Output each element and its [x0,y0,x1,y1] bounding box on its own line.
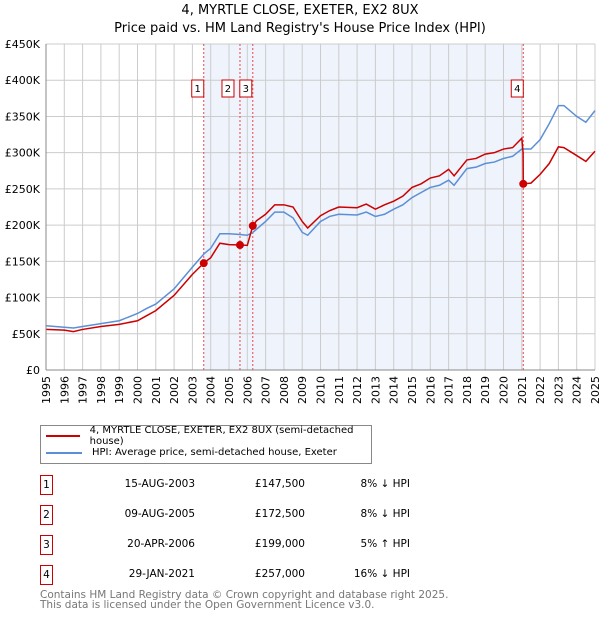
footer-line-1: Contains HM Land Registry data © Crown c… [40,589,449,601]
sale-number: 4 [40,565,53,585]
y-tick-label: £250K [5,183,41,196]
x-tick-label: 2022 [534,376,547,404]
sale-row: 3 20-APR-2006 £199,000 5% ↑ HPI [40,535,440,555]
sale-date: 09-AUG-2005 [124,508,195,520]
x-tick-label: 2012 [351,376,364,404]
sale-point [519,179,528,188]
x-tick-label: 2009 [296,376,309,404]
x-tick-label: 2021 [516,376,529,404]
sale-hpi-diff: 8% ↓ HPI [360,478,410,490]
x-tick-label: 2001 [150,376,163,404]
sale-label: 1 [195,84,201,95]
x-tick-label: 2006 [241,376,254,404]
x-tick-label: 2005 [223,376,236,404]
x-tick-label: 2020 [498,376,511,404]
y-tick-label: £200K [5,219,41,232]
sale-number: 3 [40,535,53,555]
sale-point [235,241,244,250]
footer-line-2: This data is licensed under the Open Gov… [40,599,375,611]
sale-date: 15-AUG-2003 [124,478,195,490]
sale-point [248,221,257,230]
subtitle: Price paid vs. HM Land Registry's House … [114,21,486,36]
sale-price: £147,500 [254,478,305,490]
sale-number: 1 [40,475,53,495]
x-tick-label: 2024 [571,376,584,404]
x-tick-label: 1995 [40,376,53,404]
y-tick-label: £350K [5,110,41,123]
x-tick-label: 2017 [443,376,456,404]
legend: 4, MYRTLE CLOSE, EXETER, EX2 8UX (semi-d… [40,425,372,464]
sale-date: 29-JAN-2021 [128,568,195,580]
x-tick-label: 2015 [406,376,419,404]
x-tick-label: 2008 [278,376,291,404]
sale-label: 4 [514,84,520,95]
x-tick-label: 2007 [260,376,273,404]
sale-hpi-diff: 5% ↑ HPI [360,538,410,550]
hpi-line [45,104,596,329]
sale-label-box [510,79,524,98]
x-tick-label: 1997 [77,376,90,404]
y-tick-label: £450K [5,38,41,51]
sale-price: £199,000 [254,538,305,550]
legend-swatch-hpi [46,451,82,454]
x-tick-label: 2011 [333,376,346,404]
sale-number: 2 [40,505,53,525]
legend-label-property: 4, MYRTLE CLOSE, EXETER, EX2 8UX (semi-d… [89,424,354,447]
chart-title: 4, MYRTLE CLOSE, EXETER, EX2 8UX Price p… [0,2,600,38]
x-tick-label: 2002 [168,376,181,404]
x-tick-label: 2013 [369,376,382,404]
sale-label: 3 [243,84,249,95]
x-tick-label: 2010 [315,376,328,404]
y-tick-label: £100K [5,292,41,305]
x-tick-label: 2014 [388,376,401,404]
sale-label-box [239,79,253,98]
x-tick-label: 1999 [113,376,126,404]
y-tick-label: £300K [5,147,41,160]
x-tick-label: 2025 [589,376,600,404]
sale-row: 4 29-JAN-2021 £257,000 16% ↓ HPI [40,565,440,585]
x-tick-label: 2019 [479,376,492,404]
sale-hpi-diff: 16% ↓ HPI [353,568,410,580]
x-tick-label: 2023 [552,376,565,404]
sale-point [199,259,208,268]
sale-row: 1 15-AUG-2003 £147,500 8% ↓ HPI [40,475,440,495]
footer: Contains HM Land Registry data © Crown c… [40,589,449,611]
price-chart: 1995 1996 1997 1998 1999 2000 2001 2002 2003 2004… [5,38,600,404]
sale-label-box [191,79,205,98]
y-tick-label: £150K [5,255,41,268]
legend-swatch-property [46,434,80,437]
shaded-ownership-period [203,44,524,370]
x-tick-label: 2004 [205,376,218,404]
x-tick-label: 2016 [424,376,437,404]
legend-label-hpi: HPI: Average price, semi-detached house,… [92,447,337,458]
x-tick-label: 2018 [461,376,474,404]
x-tick-label: 1998 [95,376,108,404]
sale-label-box [221,79,235,98]
y-tick-label: £0 [26,364,40,377]
property-price-line [45,136,596,333]
x-tick-label: 2003 [186,376,199,404]
y-tick-label: £400K [5,74,41,87]
y-tick-label: £50K [12,328,41,341]
sale-date: 20-APR-2006 [127,538,195,550]
x-tick-label: 1996 [58,376,71,404]
sale-hpi-diff: 8% ↓ HPI [360,508,410,520]
sale-label: 2 [225,84,231,95]
sale-price: £172,500 [254,508,305,520]
title: 4, MYRTLE CLOSE, EXETER, EX2 8UX [181,3,419,18]
sale-row: 2 09-AUG-2005 £172,500 8% ↓ HPI [40,505,440,525]
x-tick-label: 2000 [132,376,145,404]
sale-price: £257,000 [254,568,305,580]
